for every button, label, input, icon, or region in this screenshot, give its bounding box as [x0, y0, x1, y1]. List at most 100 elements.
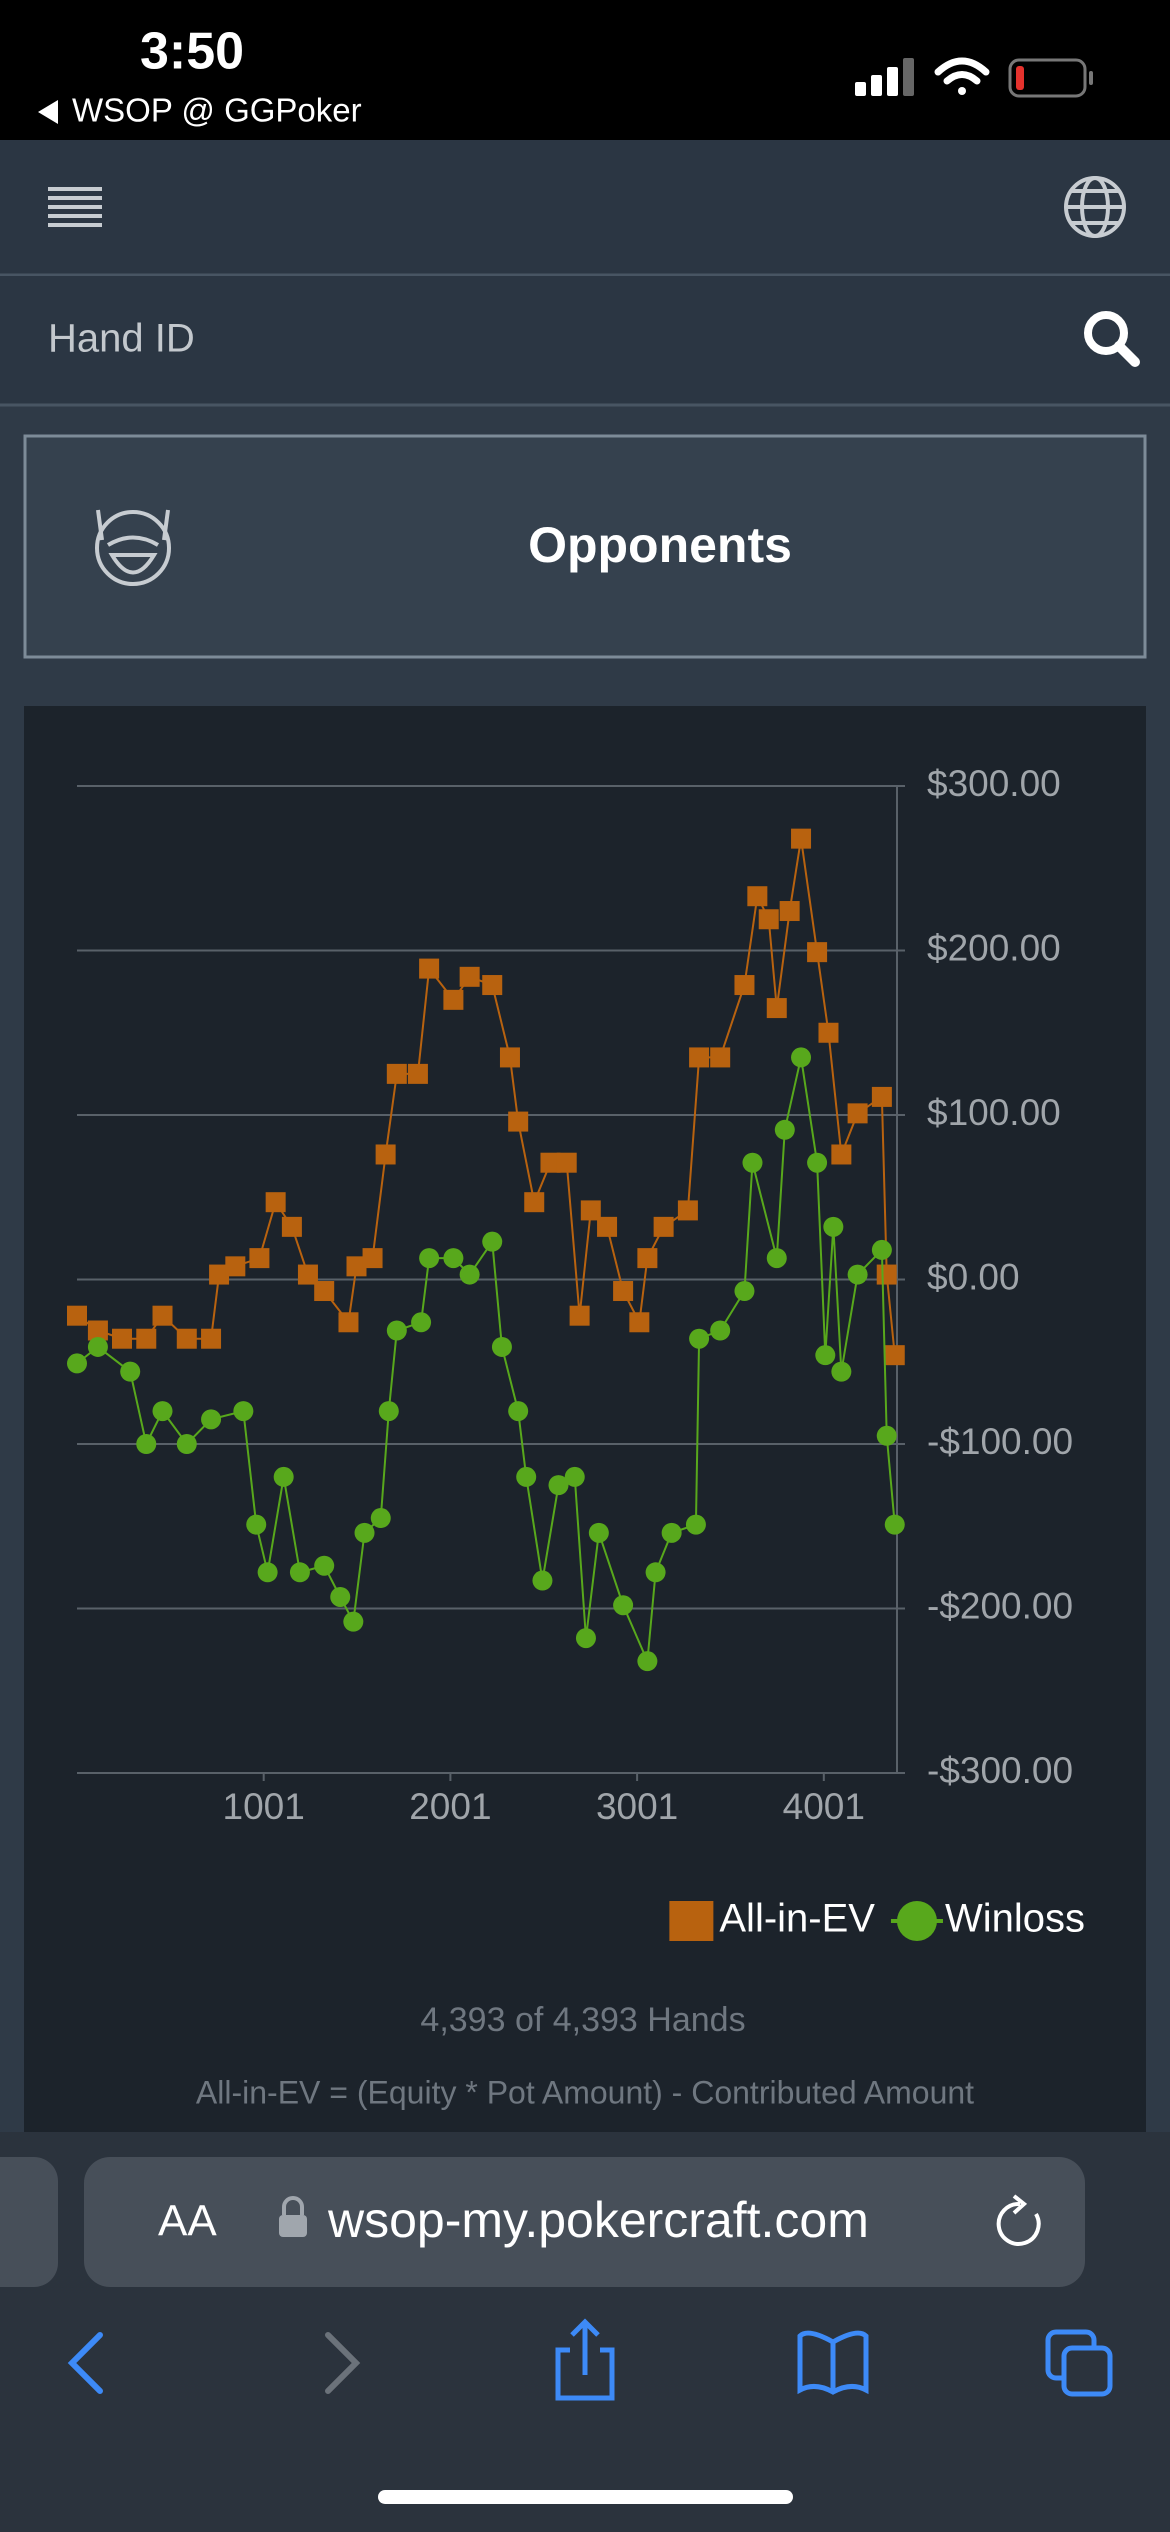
opponents-button[interactable] — [23, 434, 1147, 659]
y-tick-label: -$100.00 — [927, 1421, 1073, 1462]
y-tick-label: -$200.00 — [927, 1585, 1073, 1626]
back-arrow[interactable] — [38, 100, 58, 124]
status-bar — [0, 0, 1170, 140]
point — [297, 1264, 318, 1285]
opponents-icon — [95, 509, 171, 586]
point — [314, 1555, 335, 1576]
point — [823, 1216, 844, 1237]
back-app[interactable]: WSOP @ GGPoker — [72, 92, 362, 129]
point — [257, 1562, 278, 1583]
y-tick-label: $300.00 — [927, 763, 1061, 804]
menu-icon[interactable] — [48, 187, 102, 227]
legend-label: Winloss — [945, 1897, 1085, 1941]
share-button[interactable] — [555, 2318, 615, 2401]
point — [637, 1248, 658, 1269]
point — [375, 1144, 396, 1165]
point — [343, 1611, 364, 1632]
point — [281, 1216, 302, 1237]
point — [152, 1305, 173, 1326]
point — [884, 1514, 905, 1535]
point — [508, 1401, 529, 1422]
point — [67, 1353, 87, 1374]
point — [847, 1103, 868, 1124]
point — [532, 1570, 553, 1591]
series-line — [76, 838, 896, 1356]
point — [314, 1281, 335, 1302]
opponents-label[interactable]: Opponents — [528, 517, 792, 573]
point — [758, 909, 779, 930]
search-placeholder[interactable]: Hand ID — [48, 317, 195, 361]
point — [645, 1562, 666, 1583]
point — [847, 1264, 868, 1285]
y-tick-label: $100.00 — [927, 1092, 1061, 1133]
point — [588, 1522, 609, 1543]
point — [370, 1508, 391, 1529]
point — [613, 1595, 634, 1616]
point — [876, 1425, 897, 1446]
point — [685, 1514, 706, 1535]
point — [338, 1312, 359, 1333]
point — [689, 1047, 710, 1068]
point — [556, 1152, 577, 1173]
battery-icon — [1008, 58, 1093, 98]
point — [233, 1401, 254, 1422]
point — [354, 1522, 375, 1543]
point — [330, 1586, 351, 1607]
point — [871, 1239, 892, 1260]
point — [548, 1475, 569, 1496]
point — [289, 1562, 310, 1583]
back-button[interactable] — [67, 2332, 103, 2394]
point — [273, 1466, 294, 1487]
point — [120, 1361, 141, 1382]
point — [677, 1200, 698, 1221]
point — [386, 1063, 407, 1084]
point — [540, 1152, 561, 1173]
point — [516, 1466, 537, 1487]
search-bar[interactable] — [0, 276, 1170, 404]
point — [871, 1086, 892, 1107]
point — [524, 1192, 545, 1213]
point — [807, 1152, 828, 1173]
point — [564, 1466, 585, 1487]
globe-icon[interactable] — [1064, 176, 1126, 238]
point — [575, 1628, 596, 1649]
point — [249, 1248, 270, 1269]
point — [443, 1248, 464, 1269]
forward-button[interactable] — [325, 2332, 361, 2394]
point — [419, 1248, 440, 1269]
point — [597, 1216, 618, 1237]
home-indicator — [378, 2490, 793, 2504]
point — [815, 1345, 836, 1366]
legend-swatch — [669, 1901, 714, 1941]
point — [653, 1216, 674, 1237]
point — [407, 1063, 428, 1084]
point — [734, 975, 755, 996]
point — [613, 1281, 634, 1302]
point — [482, 1231, 503, 1252]
bookmarks-button[interactable] — [797, 2330, 869, 2395]
point — [201, 1409, 222, 1430]
url[interactable]: wsop-my.pokercraft.com — [327, 2192, 869, 2248]
search-icon[interactable] — [1084, 311, 1140, 367]
previous-tab[interactable] — [0, 2157, 58, 2287]
point — [482, 975, 503, 996]
point — [152, 1401, 173, 1422]
series-line — [76, 1057, 896, 1662]
point — [747, 886, 768, 907]
point — [419, 958, 440, 979]
address-bar[interactable] — [84, 2157, 1085, 2287]
point — [491, 1336, 512, 1357]
legend-swatch — [896, 1901, 937, 1941]
reader-button[interactable]: AA — [158, 2197, 217, 2246]
reload-icon[interactable] — [996, 2194, 1041, 2246]
point — [779, 901, 800, 922]
formula-note: All-in-EV = (Equity * Pot Amount) - Cont… — [196, 2074, 974, 2110]
x-tick-label: 4001 — [783, 1786, 865, 1827]
point — [734, 1281, 755, 1302]
point — [378, 1401, 399, 1422]
point — [265, 1192, 286, 1213]
tabs-button[interactable] — [1045, 2329, 1113, 2397]
point — [710, 1320, 731, 1341]
x-tick-label: 2001 — [409, 1786, 491, 1827]
